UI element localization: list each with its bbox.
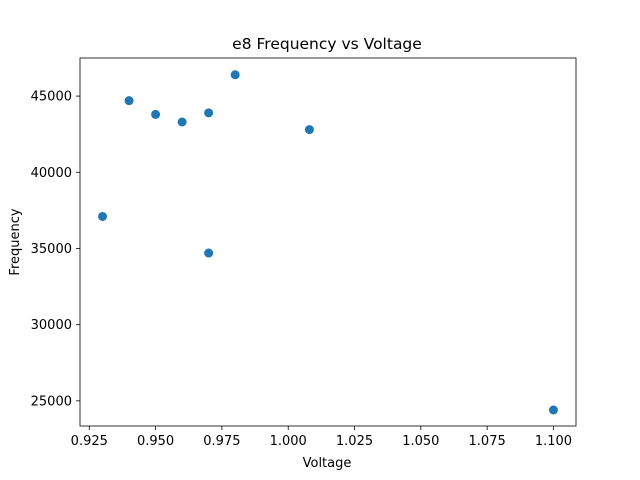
y-tick-label: 30000	[31, 318, 72, 333]
y-axis: 25000 30000 35000 40000 45000	[31, 90, 80, 409]
data-points	[98, 70, 558, 415]
y-axis-label: Frequency	[8, 208, 23, 275]
x-tick-label: 1.075	[469, 434, 506, 449]
x-tick-label: 0.975	[203, 434, 240, 449]
x-tick-label: 1.025	[336, 434, 373, 449]
data-point	[177, 117, 187, 127]
y-tick-label: 45000	[31, 90, 72, 105]
data-point	[204, 248, 214, 258]
data-point	[230, 70, 240, 80]
y-tick-label: 40000	[31, 166, 72, 181]
data-point	[204, 108, 214, 118]
x-tick-label: 1.100	[535, 434, 572, 449]
x-tick-label: 1.000	[270, 434, 307, 449]
data-point	[124, 96, 134, 106]
plot-frame	[79, 57, 577, 427]
x-tick-label: 0.950	[137, 434, 174, 449]
data-point	[98, 211, 108, 221]
x-tick-label: 1.050	[402, 434, 439, 449]
chart-title: e8 Frequency vs Voltage	[232, 35, 422, 53]
y-tick-label: 25000	[31, 394, 72, 409]
x-axis-label: Voltage	[303, 456, 352, 471]
x-axis: 0.925 0.950 0.975 1.000 1.025 1.050 1.075 1.100	[71, 426, 572, 449]
x-tick-label: 0.925	[71, 434, 108, 449]
data-point	[151, 109, 161, 119]
y-tick-label: 35000	[31, 242, 72, 257]
data-point	[548, 405, 558, 415]
data-point	[304, 125, 314, 135]
